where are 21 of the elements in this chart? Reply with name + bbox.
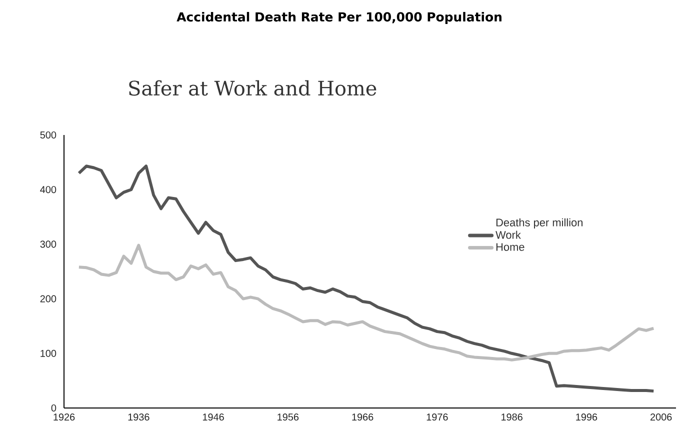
x-tick-label: 1936 [128, 414, 150, 421]
legend-label: Home [496, 243, 524, 251]
y-tick-label: 500 [40, 131, 56, 139]
chart-title: Accidental Death Rate Per 100,000 Population [176, 12, 502, 24]
x-tick-label: 1966 [352, 414, 374, 421]
chart-subtitle: Safer at Work and Home [129, 80, 376, 96]
x-tick-label: 1986 [501, 414, 522, 421]
x-tick-label: 1976 [426, 414, 448, 421]
x-tick-label: 1996 [576, 414, 598, 421]
x-tick-label: 1926 [54, 414, 75, 421]
y-tick-label: 100 [40, 350, 56, 357]
y-tick-label: 400 [40, 186, 56, 194]
x-tick-label: 2006 [650, 414, 672, 421]
y-tick-label: 200 [40, 295, 56, 302]
y-tick-label: 0 [51, 404, 56, 412]
x-tick-label: 1946 [202, 414, 224, 421]
x-tick-label: 1956 [278, 414, 299, 421]
legend-title: Deaths per million [496, 218, 582, 229]
y-tick-label: 300 [40, 240, 56, 248]
line-series [77, 244, 656, 362]
legend-label: Work [496, 230, 521, 239]
